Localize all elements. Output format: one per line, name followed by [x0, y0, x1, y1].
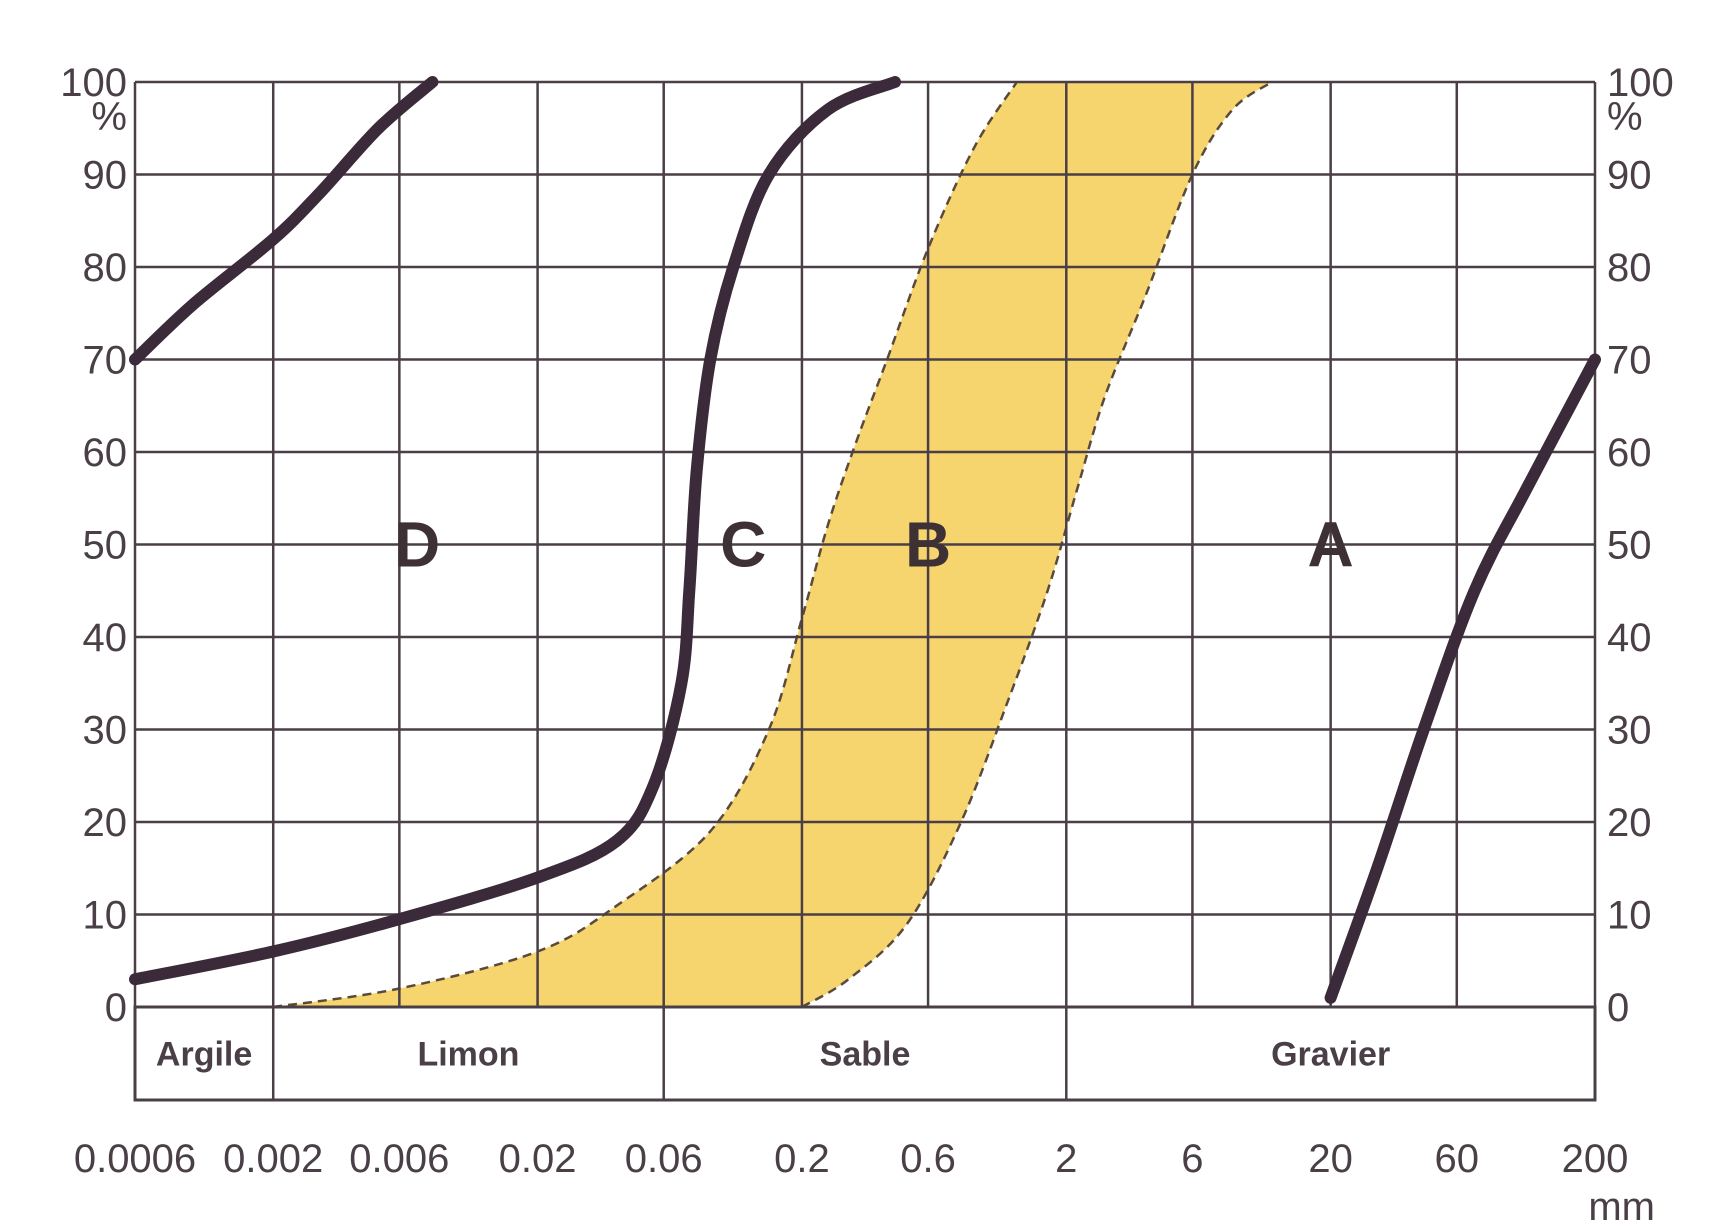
- x-tick-label: 0.002: [223, 1137, 323, 1181]
- x-tick-label: 0.6: [900, 1137, 956, 1181]
- y-tick-label-left: 40: [83, 616, 128, 660]
- y-tick-label-right: 10: [1607, 894, 1652, 938]
- x-tick-label: 0.006: [349, 1137, 449, 1181]
- y-tick-label-right: 80: [1607, 246, 1652, 290]
- axis-ticks: 0 0 10 10 20 20 30 30 40 40 50 50 60 60 70 70 80 80 90 90 10…: [60, 61, 1674, 1229]
- y-tick-label-right: 70: [1607, 339, 1652, 383]
- y-tick-label-right: 60: [1607, 431, 1652, 475]
- x-tick-label: 200: [1562, 1137, 1629, 1181]
- zone-label-c: C: [720, 509, 766, 581]
- y-unit-left: %: [91, 95, 127, 139]
- soil-class-label: Gravier: [1271, 1036, 1390, 1074]
- y-tick-label-right: 20: [1607, 801, 1652, 845]
- soil-class-label: Sable: [820, 1036, 911, 1074]
- x-tick-label: 0.0006: [74, 1137, 196, 1181]
- y-tick-label-left: 100: [60, 61, 127, 105]
- zone-label-d: D: [394, 509, 440, 581]
- x-unit-label: mm: [1588, 1185, 1655, 1229]
- x-tick-label: 0.2: [774, 1137, 830, 1181]
- x-tick-label: 6: [1181, 1137, 1203, 1181]
- x-tick-label: 0.06: [625, 1137, 703, 1181]
- y-tick-label-left: 90: [83, 154, 128, 198]
- x-tick-label: 60: [1435, 1137, 1480, 1181]
- soil-class-strip: Argile Limon Sable Gravier: [133, 1005, 1597, 1102]
- x-tick-label: 2: [1055, 1137, 1077, 1181]
- grading-band-fill: [273, 82, 1272, 1007]
- y-tick-label-left: 30: [83, 709, 128, 753]
- y-tick-label-left: 70: [83, 339, 128, 383]
- band-lower-boundary: [801, 80, 1273, 1009]
- y-unit-right: %: [1607, 95, 1643, 139]
- y-tick-label-right: 100: [1607, 61, 1674, 105]
- y-tick-label-right: 0: [1607, 986, 1629, 1030]
- y-tick-label-right: 40: [1607, 616, 1652, 660]
- y-tick-label-left: 10: [83, 894, 128, 938]
- zone-label-b: B: [905, 509, 951, 581]
- soil-class-label: Limon: [417, 1036, 519, 1074]
- grading-curves: [129, 76, 1601, 1004]
- y-tick-label-right: 30: [1607, 709, 1652, 753]
- y-tick-label-left: 50: [83, 524, 128, 568]
- x-tick-label: 20: [1308, 1137, 1353, 1181]
- soil-class-frame: [133, 1005, 1597, 1102]
- y-tick-label-right: 50: [1607, 524, 1652, 568]
- grading-curve: [129, 76, 439, 366]
- y-tick-label-left: 80: [83, 246, 128, 290]
- y-tick-label-left: 60: [83, 431, 128, 475]
- y-tick-label-left: 20: [83, 801, 128, 845]
- y-tick-label-right: 90: [1607, 154, 1652, 198]
- soil-class-label: Argile: [156, 1036, 252, 1074]
- grading-curve: [129, 76, 901, 986]
- zone-label-a: A: [1308, 509, 1354, 581]
- grading-curve: [1324, 353, 1601, 1004]
- x-tick-label: 0.02: [499, 1137, 577, 1181]
- y-tick-label-left: 0: [105, 986, 127, 1030]
